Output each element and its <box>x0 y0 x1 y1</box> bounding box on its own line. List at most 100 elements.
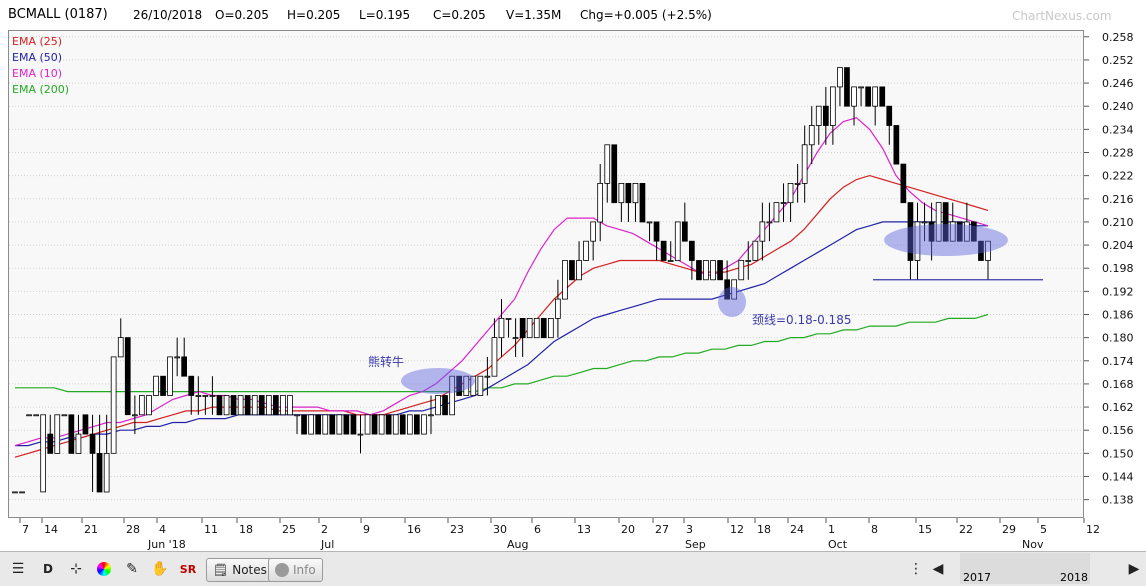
neckline-touch-highlight <box>718 287 746 317</box>
candle-body <box>858 86 864 89</box>
candle-body <box>935 202 942 242</box>
candle-body <box>674 221 681 261</box>
y-tick-label: 0.258 <box>1102 31 1134 44</box>
y-tick-label: 0.252 <box>1102 54 1134 67</box>
y-tick-label: 0.198 <box>1102 262 1134 275</box>
candle-body <box>710 260 716 281</box>
candle-body <box>985 240 991 261</box>
y-tick-label: 0.204 <box>1102 239 1134 252</box>
edit-chart-icon[interactable]: ✎ <box>126 561 138 577</box>
candle-body <box>449 375 456 416</box>
legend-ema-200: EMA (200) <box>12 83 70 96</box>
legend-ema-10: EMA (10) <box>12 67 63 80</box>
candle-body <box>851 86 857 107</box>
timeline-scroller[interactable]: 2017 2018 <box>960 553 1090 584</box>
candle-body <box>731 279 738 300</box>
crosshair-icon[interactable]: ⊹ <box>70 561 82 577</box>
scroll-left-icon[interactable]: ◀ <box>932 561 944 577</box>
ema-lines <box>14 117 989 458</box>
watermark: ChartNexus.com <box>1012 9 1112 23</box>
candle-body <box>428 414 434 417</box>
info-button[interactable]: Info <box>268 558 323 582</box>
candles <box>12 67 991 494</box>
candle-body <box>308 414 315 435</box>
candle-body <box>26 414 32 417</box>
candle-body <box>336 414 343 435</box>
candle-body <box>604 144 611 184</box>
candle-body <box>19 491 25 494</box>
candle-body <box>879 86 886 107</box>
support-resistance-button[interactable]: SR <box>179 562 197 576</box>
candle-body <box>625 182 632 204</box>
candle-body <box>89 433 96 454</box>
scroll-right-icon[interactable]: ▶ <box>1128 561 1140 577</box>
date-label: 26/10/2018 <box>133 8 203 22</box>
x-tick-label: 8 <box>871 523 878 536</box>
candle-body <box>752 240 759 261</box>
candle-body <box>484 375 491 378</box>
candle-body <box>844 67 850 107</box>
candle-body <box>667 260 674 262</box>
candle-body <box>964 221 970 242</box>
x-month-label: Jun '18 <box>147 538 186 551</box>
candle-body <box>47 433 54 454</box>
pan-hand-icon[interactable]: ✋ <box>151 561 169 577</box>
annotation-marks <box>401 224 1043 394</box>
legend-ema-50: EMA (50) <box>12 51 63 64</box>
x-tick-label: 12 <box>1086 523 1100 536</box>
candle-body <box>942 202 949 242</box>
y-tick-label: 0.246 <box>1102 77 1134 90</box>
candle-body <box>188 375 195 396</box>
x-tick-label: 18 <box>239 523 253 536</box>
scroll-handle-icon[interactable]: ⋮ <box>909 561 923 577</box>
x-tick-label: 2 <box>321 523 328 536</box>
candle-body <box>117 337 124 358</box>
candle-body <box>590 221 597 242</box>
candle-body <box>399 414 406 435</box>
candle-body <box>808 125 815 146</box>
x-month-label: Aug <box>507 538 528 551</box>
color-wheel-icon[interactable] <box>94 558 114 580</box>
plot-area[interactable] <box>8 30 1084 518</box>
candle-body <box>548 317 554 339</box>
neckline-annotation: 颈线=0.18-0.185 <box>752 313 852 327</box>
candle-body <box>562 260 568 300</box>
x-tick-label: 9 <box>363 523 370 536</box>
candle-body <box>533 317 540 339</box>
candle-body <box>872 86 879 107</box>
candle-body <box>421 414 427 435</box>
y-tick-label: 0.210 <box>1102 216 1134 229</box>
candle-body <box>68 414 75 454</box>
period-daily-button[interactable]: D <box>43 562 53 576</box>
candle-body <box>717 260 723 281</box>
y-tick-label: 0.174 <box>1102 355 1134 368</box>
candle-body <box>470 375 477 396</box>
x-tick-label: 22 <box>959 523 973 536</box>
symbol-label: BCMALL (0187) <box>8 7 108 22</box>
candle-body <box>738 260 745 281</box>
candle-body <box>96 452 103 493</box>
candle-body <box>928 221 935 242</box>
menu-icon[interactable]: ☰ <box>11 561 25 577</box>
y-tick-labels: 0.258 0.252 0.246 0.240 0.234 0.228 0.222 0.216… <box>1084 31 1134 507</box>
x-tick-label: 25 <box>282 523 296 536</box>
candle-body <box>526 317 533 339</box>
x-tick-label: 15 <box>918 523 932 536</box>
candle-body <box>498 317 505 339</box>
x-tick-label: 24 <box>790 523 804 536</box>
candle-body <box>971 221 977 242</box>
notes-button[interactable]: 🗒 Notes <box>206 558 274 582</box>
candle-body <box>153 375 159 396</box>
candle-body <box>801 144 808 184</box>
chart-header: BCMALL (0187) 26/10/2018 O=0.205 H=0.205… <box>0 0 1146 30</box>
x-tick-label: 18 <box>757 523 771 536</box>
x-tick-label: 13 <box>577 523 591 536</box>
y-tick-label: 0.168 <box>1102 378 1134 391</box>
y-tick-label: 0.192 <box>1102 285 1134 298</box>
candle-body <box>921 221 928 224</box>
x-tick-label: 14 <box>44 523 58 536</box>
candle-body <box>442 395 448 416</box>
candle-body <box>893 125 900 165</box>
candle-body <box>505 317 512 320</box>
candle-body <box>33 414 40 417</box>
